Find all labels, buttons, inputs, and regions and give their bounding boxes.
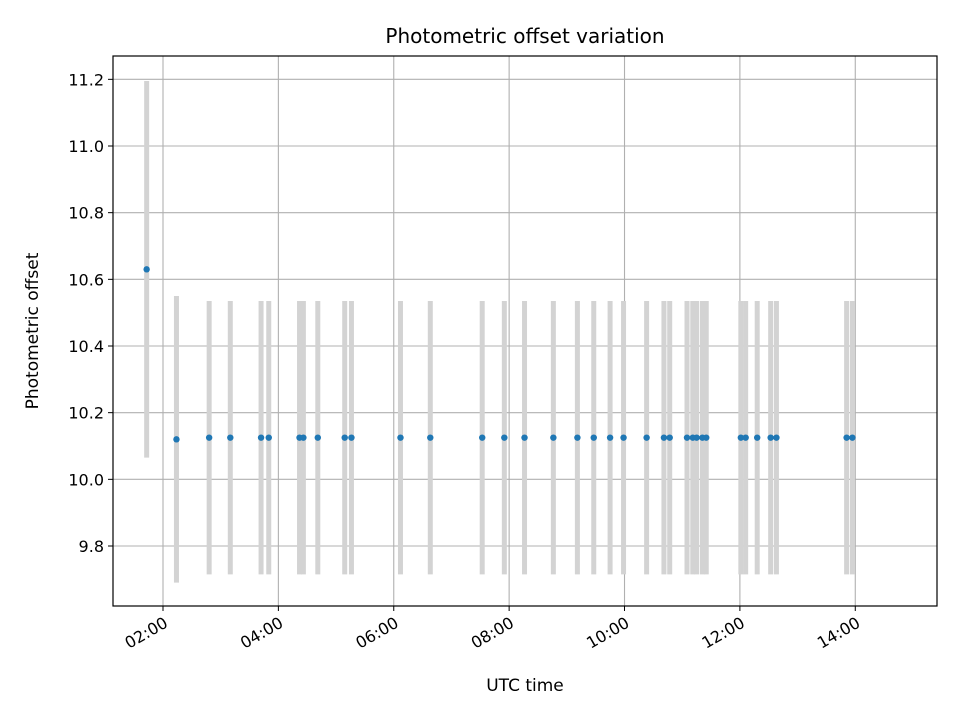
data-point [773,434,780,441]
y-tick-label: 11.0 [68,137,104,156]
data-point [227,434,234,441]
data-point [300,434,307,441]
data-point [205,434,213,441]
data-points [143,266,856,443]
data-point [590,434,597,441]
data-point [737,434,745,441]
y-tick-label: 9.8 [79,537,104,556]
data-point [849,434,856,441]
data-point [703,434,710,441]
data-point [767,434,774,441]
data-point [173,436,180,443]
data-point [341,434,348,441]
data-point [742,434,749,441]
data-point [265,434,272,441]
data-point [550,434,557,441]
chart-title: Photometric offset variation [385,24,664,48]
x-axis-label: UTC time [486,676,564,696]
data-point [257,434,265,441]
data-point [693,434,700,441]
data-point [521,434,528,441]
data-point [574,434,581,441]
y-tick-label: 10.0 [68,470,104,489]
data-point [643,434,650,441]
data-point [666,434,673,441]
y-tick-label: 10.4 [68,337,104,356]
data-point [683,434,691,441]
y-tick-label: 10.6 [68,270,104,289]
data-point [348,434,355,441]
data-point [660,434,668,441]
y-tick-label: 10.8 [68,204,104,223]
y-tick-label: 10.2 [68,404,104,423]
data-point [397,434,404,441]
data-point [606,434,614,441]
data-point [479,434,486,441]
data-point [754,434,761,441]
y-tick-label: 11.2 [68,70,104,89]
y-axis-label: Photometric offset [23,252,43,409]
data-point [843,434,850,441]
data-point [143,266,150,273]
data-point [501,434,508,441]
data-point [314,434,321,441]
data-point [620,434,627,441]
y-axis-ticks: 9.8 10.0 10.2 10.4 10.6 10.8 11.0 11.2 [68,70,113,556]
data-point [427,434,434,441]
plot-frame [112,55,938,607]
